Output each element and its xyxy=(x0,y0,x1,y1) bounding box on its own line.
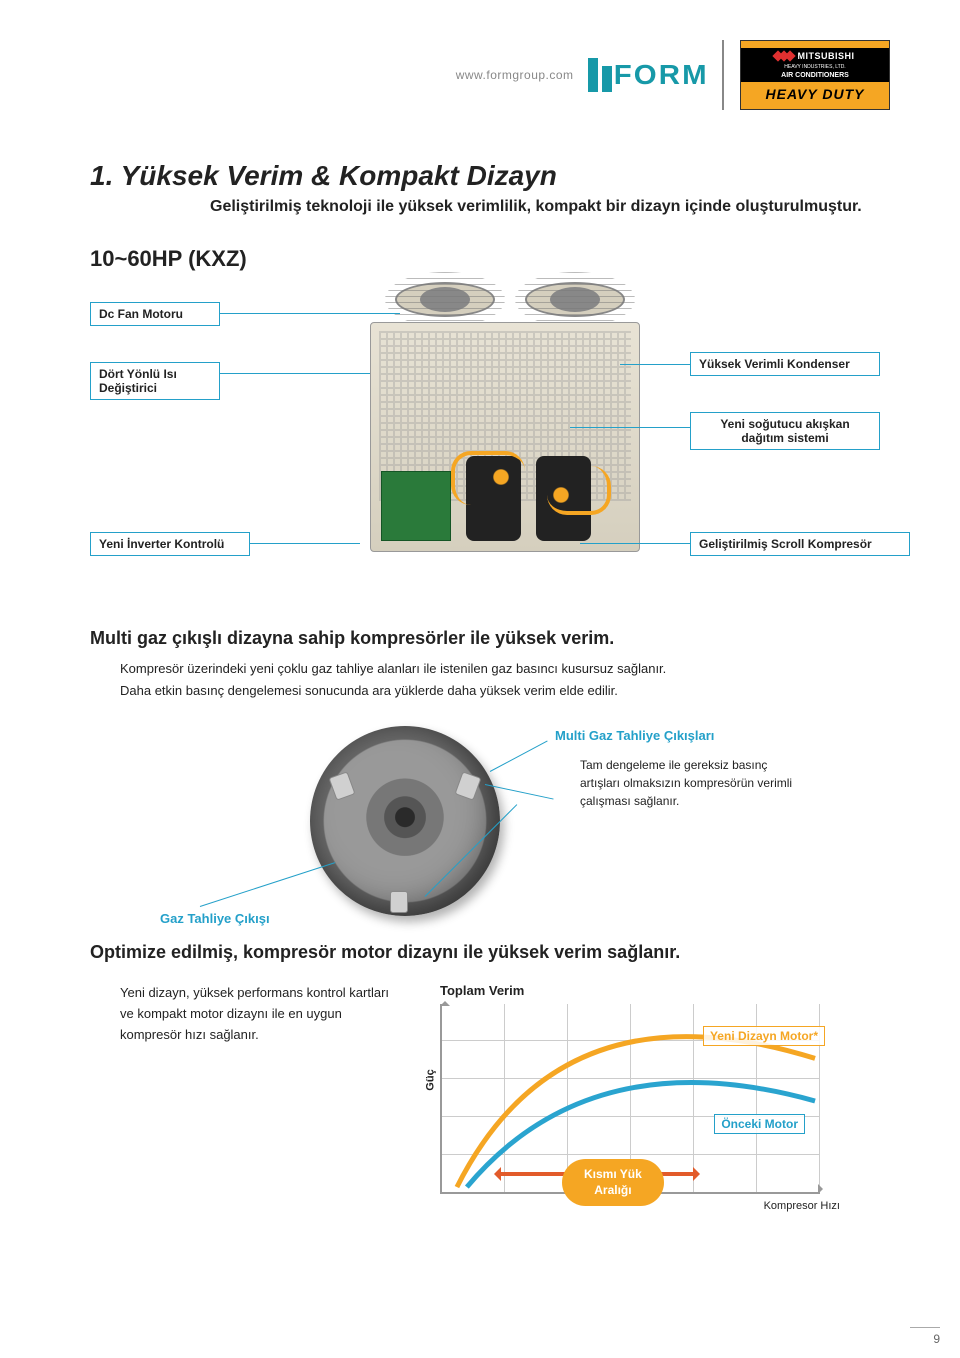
old-motor-label: Önceki Motor xyxy=(714,1114,805,1134)
section-title: 1. Yüksek Verim & Kompakt Dizayn xyxy=(90,160,890,192)
form-logo: FORM xyxy=(588,58,706,92)
page-number: 9 xyxy=(910,1327,940,1346)
callout-scroll: Geliştirilmiş Scroll Kompresör xyxy=(690,532,910,556)
callout-four-way: Dört Yönlü Isı Değiştirici xyxy=(90,362,220,400)
y-axis-label: Güç xyxy=(425,1069,437,1090)
mitsubishi-name: MITSUBISHI xyxy=(797,51,854,61)
mitsubishi-sub2: AIR CONDITIONERS xyxy=(741,72,889,82)
multigas-heading: Multi gaz çıkışlı dizayna sahip kompresö… xyxy=(90,628,890,649)
mitsubishi-diamonds-icon xyxy=(775,52,793,60)
multigas-p2: Daha etkin basınç dengelemesi sonucunda … xyxy=(90,681,890,701)
chart-title: Toplam Verim xyxy=(440,983,820,998)
efficiency-text: Yeni dizayn, yüksek performans kontrol k… xyxy=(120,983,400,1045)
optimize-heading: Optimize edilmiş, kompresör motor dizayn… xyxy=(90,942,890,963)
callout-condenser: Yüksek Verimli Kondenser xyxy=(690,352,880,376)
chart-area: Güç Kısmı Yük Aralığı Yeni Dizayn Motor*… xyxy=(440,1004,820,1194)
mitsubishi-badge: MITSUBISHI HEAVY INDUSTRIES, LTD. AIR CO… xyxy=(740,40,890,110)
efficiency-block: Yeni dizayn, yüksek performans kontrol k… xyxy=(90,983,890,1194)
form-logo-text: FORM xyxy=(613,59,708,91)
callout-line xyxy=(250,543,360,544)
callout-line xyxy=(580,543,690,544)
header-bar: www.formgroup.com FORM MITSUBISHI HEAVY … xyxy=(90,40,890,110)
heavy-duty-label: HEAVY DUTY xyxy=(766,86,865,102)
multigas-label-left: Gaz Tahliye Çıkışı xyxy=(160,911,270,926)
x-axis-label: Kompresor Hızı xyxy=(764,1200,840,1212)
compressor-diagram: Multi Gaz Tahliye Çıkışları Tam dengelem… xyxy=(90,716,890,926)
callout-dc-fan: Dc Fan Motoru xyxy=(90,302,220,326)
model-range: 10~60HP (KXZ) xyxy=(90,246,890,272)
outdoor-unit-diagram: Dc Fan Motoru Dört Yönlü Isı Değiştirici… xyxy=(90,282,890,612)
callout-line xyxy=(220,373,370,374)
site-url: www.formgroup.com xyxy=(456,68,574,82)
multigas-desc: Tam dengeleme ile gereksiz basınç artışl… xyxy=(580,756,800,810)
multigas-label-right: Multi Gaz Tahliye Çıkışları xyxy=(555,728,714,743)
new-motor-label: Yeni Dizayn Motor* xyxy=(703,1026,825,1046)
callout-refrigerant: Yeni soğutucu akışkan dağıtım sistemi xyxy=(690,412,880,450)
mitsubishi-sub1: HEAVY INDUSTRIES, LTD. xyxy=(741,64,889,72)
callout-line xyxy=(620,364,690,365)
multigas-p1: Kompresör üzerindeki yeni çoklu gaz tahl… xyxy=(90,659,890,679)
efficiency-chart: Toplam Verim Güç Kısmı Yük Aralığı Yeni … xyxy=(440,983,820,1194)
section-subtitle: Geliştirilmiş teknoloji ile yüksek verim… xyxy=(210,198,890,216)
header-divider xyxy=(722,40,724,110)
callout-inverter: Yeni İnverter Kontrolü xyxy=(90,532,250,556)
callout-line xyxy=(220,313,400,314)
compressor-image xyxy=(310,726,500,916)
callout-line xyxy=(570,427,690,428)
range-bubble: Kısmı Yük Aralığı xyxy=(562,1159,664,1206)
